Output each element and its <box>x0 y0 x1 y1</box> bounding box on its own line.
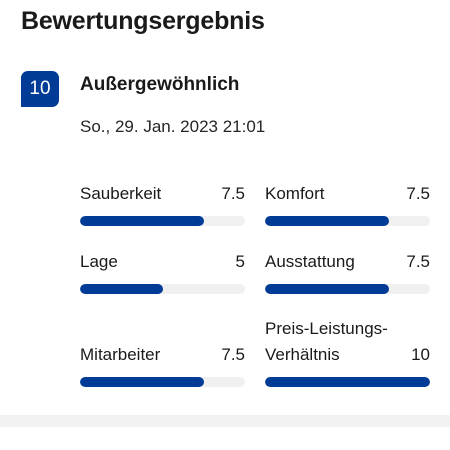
category-staff: Mitarbeiter 7.5 <box>80 316 245 387</box>
category-bar-fill <box>265 284 389 294</box>
category-value-for-money: Preis-Leistungs-Verhältnis 10 <box>265 316 430 387</box>
category-comfort: Komfort 7.5 <box>265 181 430 226</box>
review-date: So., 29. Jan. 2023 21:01 <box>80 117 266 136</box>
category-facilities: Ausstattung 7.5 <box>265 249 430 294</box>
next-section-background <box>0 427 450 450</box>
category-name: Preis-Leistungs-Verhältnis <box>265 319 388 364</box>
section-divider <box>0 415 450 450</box>
category-location: Lage 5 <box>80 249 245 294</box>
category-bar-track <box>265 284 430 294</box>
category-score: 7.5 <box>221 184 245 203</box>
category-bar-fill <box>80 284 163 294</box>
category-score: 10 <box>411 345 430 364</box>
category-name: Mitarbeiter <box>80 345 161 364</box>
category-bar-track <box>265 216 430 226</box>
category-bar-track <box>80 377 245 387</box>
score-badge: 10 <box>21 71 59 107</box>
category-bar-fill <box>265 216 389 226</box>
category-name: Ausstattung <box>265 252 355 271</box>
category-score: 7.5 <box>406 184 430 203</box>
category-bar-fill <box>80 377 204 387</box>
category-bar-track <box>80 284 245 294</box>
section-title: Bewertungsergebnis <box>21 7 265 35</box>
category-score: 7.5 <box>406 252 430 271</box>
category-bar-fill <box>80 216 204 226</box>
category-name: Komfort <box>265 184 325 203</box>
category-score: 5 <box>235 252 245 271</box>
category-name: Lage <box>80 252 118 271</box>
category-name: Sauberkeit <box>80 184 162 203</box>
category-cleanliness: Sauberkeit 7.5 <box>80 181 245 226</box>
score-label: Außergewöhnlich <box>80 74 240 95</box>
category-bar-fill <box>265 377 430 387</box>
category-score: 7.5 <box>221 345 245 364</box>
category-bar-track <box>80 216 245 226</box>
category-bar-track <box>265 377 430 387</box>
